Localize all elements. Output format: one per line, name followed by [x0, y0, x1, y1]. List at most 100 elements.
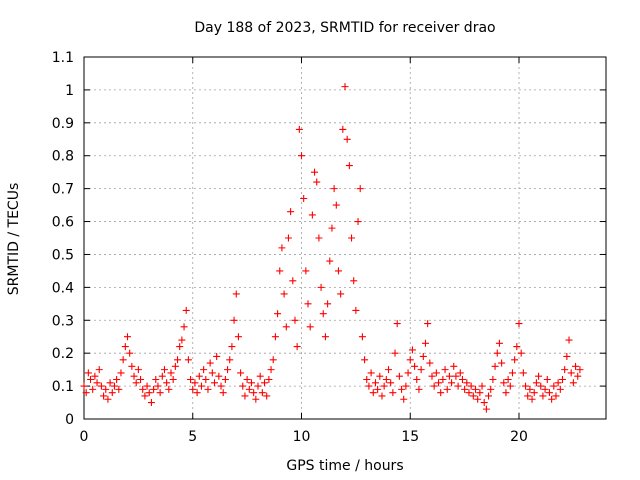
data-point [374, 385, 382, 393]
data-point [254, 382, 262, 390]
data-point [515, 320, 523, 328]
data-point [265, 376, 273, 384]
data-point [348, 234, 356, 242]
data-point [456, 369, 464, 377]
data-point [321, 333, 329, 341]
data-point [195, 372, 203, 380]
data-point [263, 392, 271, 400]
data-point [334, 267, 342, 275]
data-point [163, 379, 171, 387]
y-tick-label: 0.4 [52, 280, 74, 296]
data-point [474, 395, 482, 403]
data-point [537, 382, 545, 390]
data-point [550, 382, 558, 390]
data-point [158, 372, 166, 380]
data-point [304, 300, 312, 308]
data-point [432, 369, 440, 377]
data-point [443, 385, 451, 393]
data-point [535, 372, 543, 380]
data-point [491, 362, 499, 370]
data-point [402, 382, 410, 390]
data-point [363, 376, 371, 384]
data-point [108, 389, 116, 397]
data-point [89, 385, 97, 393]
data-point [391, 349, 399, 357]
data-point [378, 392, 386, 400]
data-point [110, 382, 118, 390]
data-point [317, 283, 325, 291]
data-point [498, 359, 506, 367]
data-point [319, 310, 327, 318]
data-point [91, 372, 99, 380]
data-point [469, 392, 477, 400]
data-point [361, 356, 369, 364]
data-point [341, 83, 349, 91]
y-tick-label: 1 [65, 83, 74, 99]
data-point [332, 201, 340, 209]
data-point [154, 382, 162, 390]
data-point [543, 376, 551, 384]
data-point [184, 356, 192, 364]
y-tick-label: 0.7 [52, 182, 74, 198]
data-point [208, 369, 216, 377]
data-point [152, 376, 160, 384]
data-point [224, 366, 232, 374]
data-point [567, 369, 575, 377]
data-point [191, 379, 199, 387]
data-point [500, 379, 508, 387]
data-point [441, 366, 449, 374]
data-point [465, 389, 473, 397]
x-tick-label: 15 [401, 429, 419, 445]
y-tick-label: 0.5 [52, 247, 74, 263]
data-point [150, 385, 158, 393]
data-point [324, 300, 332, 308]
data-point [271, 333, 279, 341]
data-point [282, 323, 290, 331]
data-point [202, 376, 210, 384]
data-point [476, 389, 484, 397]
data-point [398, 385, 406, 393]
data-point [293, 343, 301, 351]
data-point [289, 277, 297, 285]
data-point [413, 376, 421, 384]
data-point [519, 369, 527, 377]
data-point [458, 376, 466, 384]
data-point [565, 336, 573, 344]
data-point [532, 379, 540, 387]
data-point [160, 366, 168, 374]
data-point [302, 267, 310, 275]
data-point [530, 389, 538, 397]
chart-title: Day 188 of 2023, SRMTID for receiver dra… [194, 20, 495, 36]
data-point [176, 343, 184, 351]
data-point [343, 135, 351, 143]
data-point [145, 389, 153, 397]
data-point [128, 362, 136, 370]
data-point [415, 385, 423, 393]
data-point [563, 352, 571, 360]
data-point [404, 369, 412, 377]
data-point [250, 389, 258, 397]
data-point [495, 339, 503, 347]
data-point [82, 389, 90, 397]
data-point [445, 372, 453, 380]
data-point [411, 362, 419, 370]
data-point [80, 382, 88, 390]
data-point [389, 389, 397, 397]
data-point [313, 178, 321, 186]
data-point [100, 392, 108, 400]
data-point [143, 382, 151, 390]
data-point [278, 244, 286, 252]
data-point [430, 382, 438, 390]
data-point [356, 185, 364, 193]
data-point [241, 392, 249, 400]
data-point [287, 208, 295, 216]
data-point [454, 382, 462, 390]
data-point [345, 162, 353, 170]
data-point [559, 376, 566, 384]
data-point [215, 372, 223, 380]
data-point [365, 382, 373, 390]
data-point [448, 379, 456, 387]
y-tick-label: 0.9 [52, 116, 74, 132]
data-point [393, 320, 401, 328]
data-point [213, 352, 221, 360]
